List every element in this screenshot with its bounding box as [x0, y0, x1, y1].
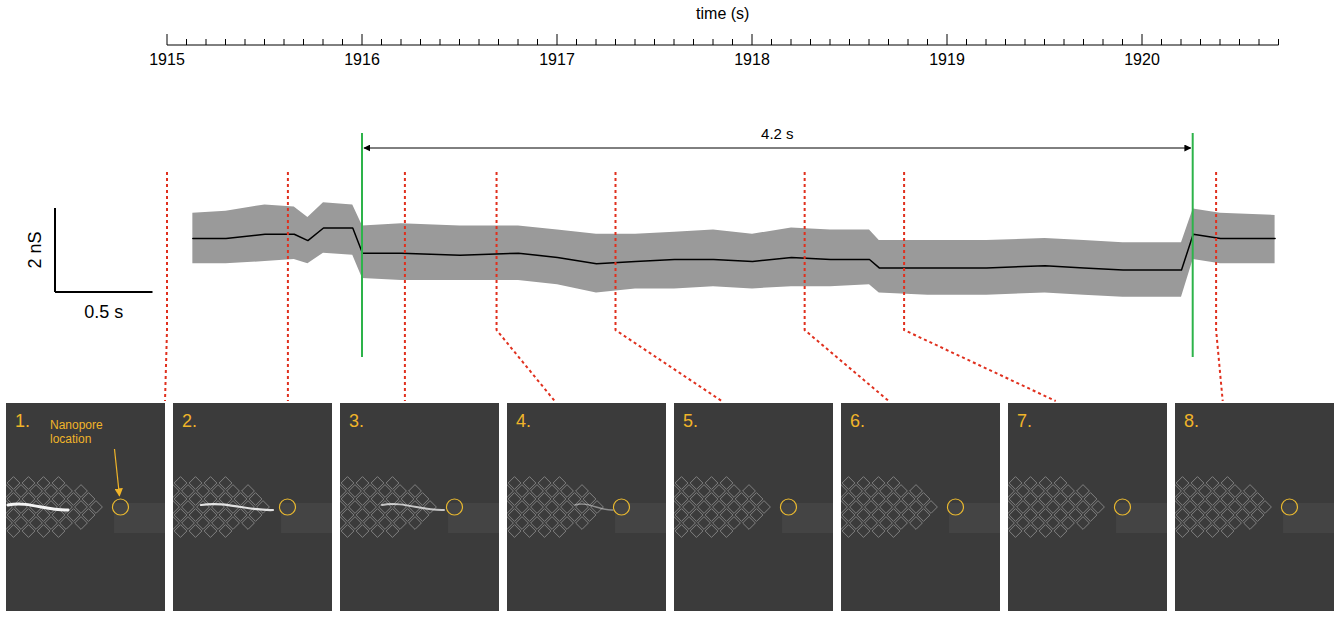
svg-text:1.: 1.	[15, 411, 30, 431]
svg-text:1920: 1920	[1124, 51, 1160, 68]
svg-text:2 nS: 2 nS	[25, 231, 45, 268]
svg-text:5.: 5.	[683, 411, 698, 431]
svg-text:location: location	[50, 432, 91, 446]
svg-text:8.: 8.	[1184, 411, 1199, 431]
svg-text:4.2 s: 4.2 s	[761, 125, 794, 142]
svg-text:3.: 3.	[349, 411, 364, 431]
svg-text:7.: 7.	[1017, 411, 1032, 431]
svg-text:1915: 1915	[149, 51, 185, 68]
svg-text:6.: 6.	[850, 411, 865, 431]
svg-text:1919: 1919	[929, 51, 965, 68]
svg-text:4.: 4.	[516, 411, 531, 431]
svg-text:time (s): time (s)	[696, 5, 749, 22]
svg-text:1916: 1916	[344, 51, 380, 68]
svg-text:1917: 1917	[539, 51, 575, 68]
svg-text:0.5 s: 0.5 s	[84, 302, 123, 322]
svg-text:2.: 2.	[182, 411, 197, 431]
svg-text:1918: 1918	[734, 51, 770, 68]
svg-text:Nanopore: Nanopore	[50, 418, 103, 432]
